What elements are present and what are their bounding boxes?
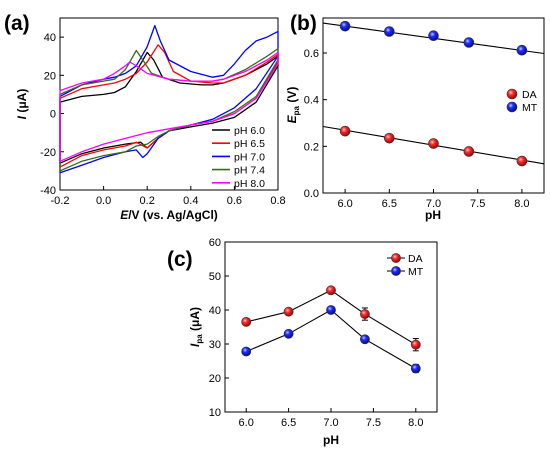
panel-b-x-tick-label: 6.0 xyxy=(337,198,352,210)
legend-marker-mt xyxy=(506,101,518,113)
panel-c-y-tick-label: 60 xyxy=(209,237,221,249)
data-point-da xyxy=(410,339,421,350)
data-point-mt xyxy=(241,346,252,357)
data-point-da xyxy=(241,316,252,327)
cv-curve-ph-8-0 xyxy=(59,51,279,162)
data-point-da xyxy=(339,125,351,137)
panel-b-y-axis-title: Epa (V) xyxy=(285,87,301,124)
panel-b-x-tick-label: 8.0 xyxy=(514,198,529,210)
legend-label-4: pH 8.0 xyxy=(234,178,265,190)
cv-curve-ph-7-0 xyxy=(59,24,279,174)
panel-b-y-tick-label: 0.2 xyxy=(304,141,319,153)
data-point-da xyxy=(463,146,475,157)
data-point-mt xyxy=(516,44,528,56)
panel-a-y-tick-label: 0 xyxy=(50,109,56,121)
panel-c-x-axis-title: pH xyxy=(323,433,339,447)
panel-a-y-tick-label: -40 xyxy=(40,185,56,197)
data-point-da xyxy=(383,132,395,144)
panel-a-x-tick-label: 0.8 xyxy=(270,195,285,207)
panel-a-y-axis-title: I (μA) xyxy=(15,89,29,120)
panel-c-y-tick-label: 30 xyxy=(209,339,221,351)
legend-marker-mt xyxy=(391,266,401,276)
data-point-mt xyxy=(383,26,395,37)
legend-label-mt: MT xyxy=(408,266,424,278)
panel-a-cyclic-voltammogram: (a) -0.2 0.0 0.2 0.4 0.6 0.8 -40 -20 0 20 40 pH 6.… xyxy=(4,12,286,222)
legend-label-mt: MT xyxy=(522,102,538,114)
cv-curve-ph-7-4 xyxy=(59,47,279,172)
panel-a-x-tick-label: -0.2 xyxy=(51,195,70,207)
panel-a-x-tick-label: 0.4 xyxy=(183,195,198,207)
cv-curve-ph-6-5 xyxy=(59,44,279,168)
data-point-da xyxy=(283,306,294,317)
connect-line-da xyxy=(246,289,417,346)
data-point-mt xyxy=(410,363,421,374)
data-point-da xyxy=(516,155,528,167)
panel-c-x-tick-label: 6.5 xyxy=(281,417,296,429)
legend-label-1: pH 6.5 xyxy=(234,138,265,150)
data-point-mt xyxy=(339,20,351,32)
data-point-da xyxy=(360,309,370,319)
panel-a-y-tick-label: 40 xyxy=(44,32,56,44)
panel-a-x-tick-label: 0.2 xyxy=(140,195,155,207)
legend-label-da: DA xyxy=(522,89,537,101)
panel-c-y-tick-label: 50 xyxy=(209,271,221,283)
panel-c-y-tick-label: 10 xyxy=(209,407,221,419)
panel-c-x-tick-label: 6.0 xyxy=(239,417,254,429)
legend-marker-da xyxy=(506,88,518,100)
legend-marker-da xyxy=(391,253,401,263)
panel-b-x-axis-title: pH xyxy=(425,208,441,222)
data-point-mt xyxy=(326,305,336,315)
data-point-da xyxy=(326,285,336,296)
panel-b-y-tick-label: 0.4 xyxy=(304,95,319,107)
panel-c-x-tick-label: 7.0 xyxy=(323,417,338,429)
panel-a-x-axis-title: E/V (vs. Ag/AgCl) xyxy=(120,208,218,222)
panel-c-y-axis-title: Ipa (μA) xyxy=(188,307,204,347)
legend-label-3: pH 7.4 xyxy=(234,165,265,177)
panel-a-x-tick-label: 0.0 xyxy=(96,195,111,207)
legend-label-2: pH 7.0 xyxy=(234,151,265,163)
panel-c-x-tick-label: 7.5 xyxy=(366,417,381,429)
panel-c-y-tick-label: 20 xyxy=(209,373,221,385)
panel-b-x-tick-label: 6.5 xyxy=(382,198,397,210)
panel-b-x-tick-label: 7.0 xyxy=(426,198,441,210)
panel-b-label: (b) xyxy=(290,12,317,35)
data-point-mt xyxy=(360,334,370,345)
panel-b-y-tick-label: 0.6 xyxy=(304,48,319,60)
panel-a-label: (a) xyxy=(4,12,30,35)
panel-c-plot-frame xyxy=(224,241,438,413)
data-point-mt xyxy=(428,30,439,42)
panel-a-x-tick-label: 0.6 xyxy=(227,195,242,207)
panel-c-label: (c) xyxy=(167,248,193,271)
panel-c-y-tick-label: 40 xyxy=(209,305,221,317)
panel-a-y-tick-label: 20 xyxy=(44,70,56,82)
data-point-da xyxy=(428,138,439,149)
legend-label-0: pH 6.0 xyxy=(234,125,265,137)
data-point-mt xyxy=(283,328,294,339)
panel-a-y-tick-label: -20 xyxy=(40,147,56,159)
connect-line-mt xyxy=(245,309,417,369)
panel-b-y-tick-label: 0.0 xyxy=(304,188,319,200)
panel-b-x-tick-label: 7.5 xyxy=(470,198,485,210)
data-point-mt xyxy=(463,37,475,48)
legend-label-da: DA xyxy=(408,253,423,265)
panel-c-x-tick-label: 8.0 xyxy=(408,417,423,429)
